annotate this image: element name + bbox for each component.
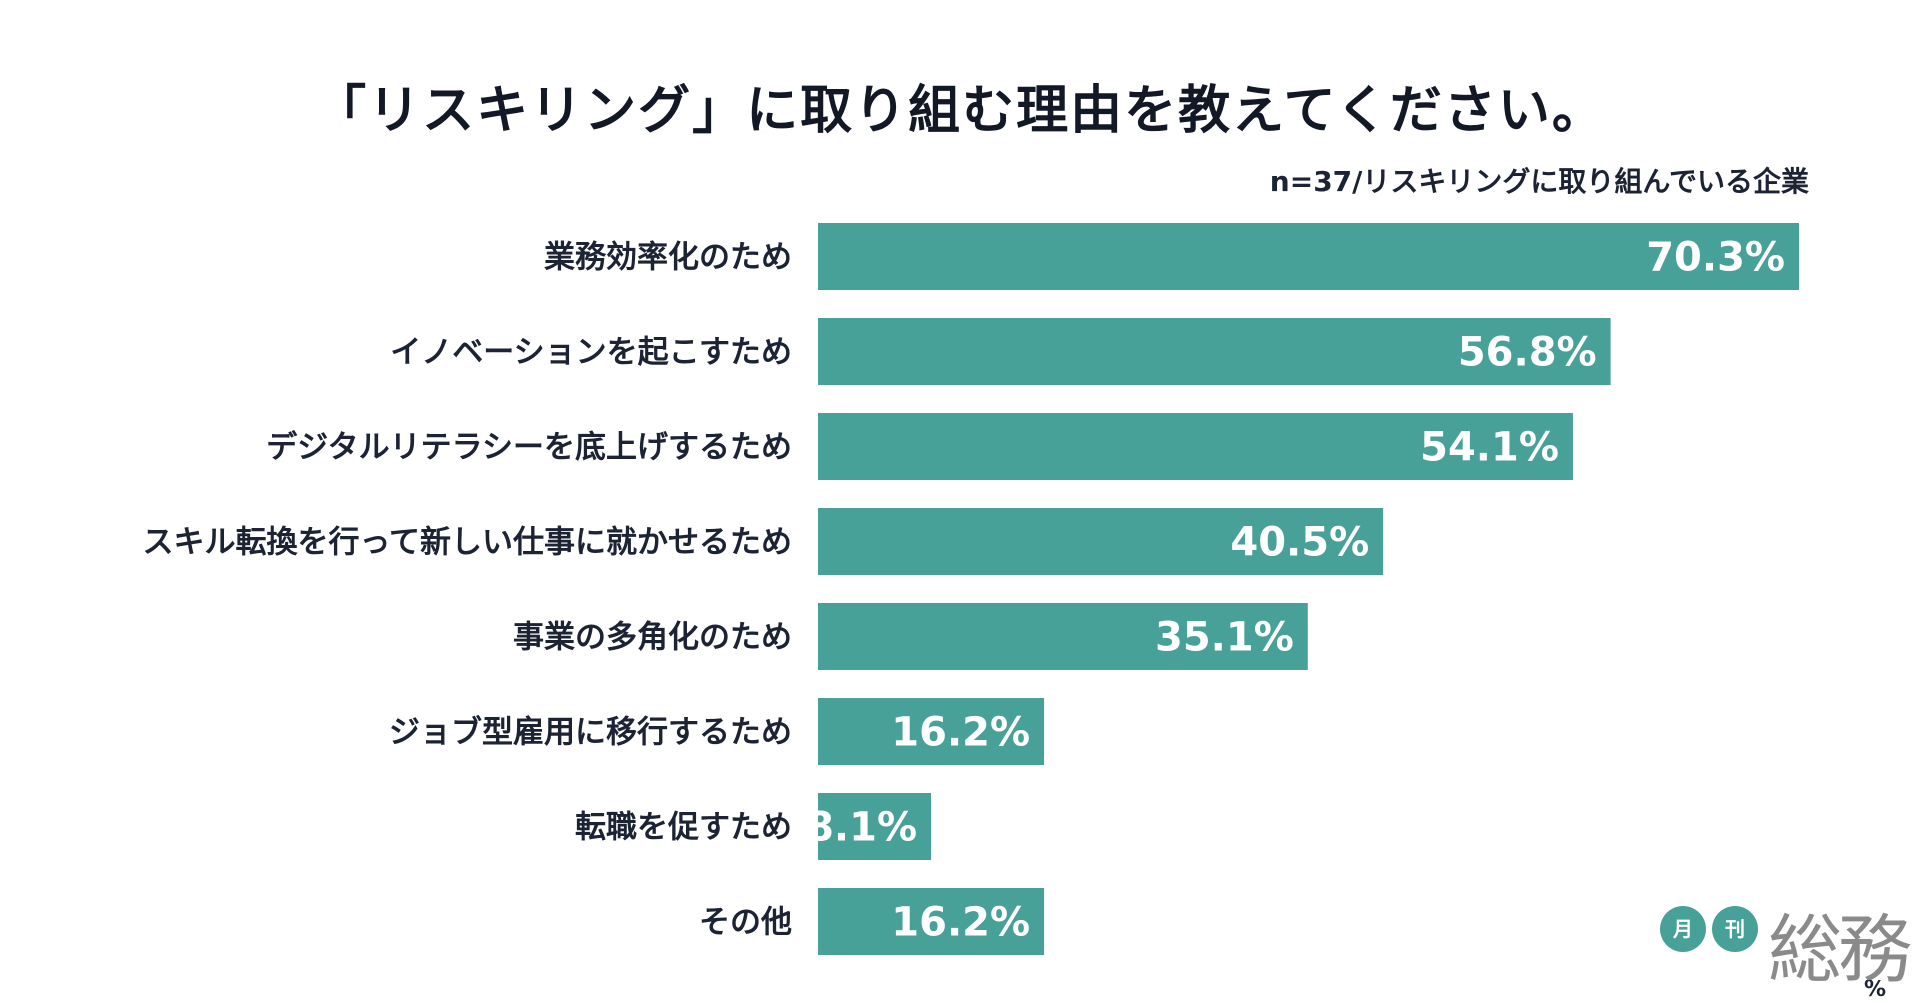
chart-title: 「リスキリング」に取り組む理由を教えてください。: [314, 81, 1606, 141]
value-label-7: 8.1%: [806, 805, 917, 851]
bar-8: [818, 888, 1045, 955]
bar-7: [818, 793, 932, 860]
category-label-5: 事業の多角化のため: [513, 620, 792, 656]
value-label-4: 40.5%: [1230, 520, 1369, 566]
logo-circle-month: 月: [1660, 906, 1706, 952]
bar-3: [818, 413, 1573, 480]
value-label-8: 16.2%: [891, 900, 1030, 946]
value-label-5: 35.1%: [1155, 615, 1294, 661]
bar-4: [818, 508, 1384, 575]
bar-6: [818, 698, 1045, 765]
bar-2: [818, 318, 1611, 385]
value-label-3: 54.1%: [1420, 425, 1559, 471]
bar-1: [818, 223, 1799, 290]
category-label-6: ジョブ型雇用に移行するため: [389, 715, 792, 751]
category-label-8: その他: [699, 905, 792, 941]
value-label-2: 56.8%: [1458, 330, 1597, 376]
axis-unit-fragment: %: [1864, 980, 1887, 1002]
category-label-7: 転職を促すため: [575, 810, 792, 846]
bar-5: [818, 603, 1308, 670]
category-label-1: 業務効率化のため: [544, 240, 792, 276]
value-label-1: 70.3%: [1646, 235, 1785, 281]
value-label-6: 16.2%: [891, 710, 1030, 756]
category-label-2: イノベーションを起こすため: [390, 335, 792, 371]
logo-circle-issue: 刊: [1712, 906, 1758, 952]
gekkan-soumu-logo: 月 刊 総務: [1660, 896, 1912, 996]
logo-wordmark: 総務: [1768, 907, 1912, 993]
category-label-3: デジタルリテラシーを底上げするため: [266, 430, 792, 466]
sample-note: n=37/リスキリングに取り組んでいる企業: [1269, 165, 1809, 198]
category-label-4: スキル転換を行って新しい仕事に就かせるため: [143, 525, 792, 561]
